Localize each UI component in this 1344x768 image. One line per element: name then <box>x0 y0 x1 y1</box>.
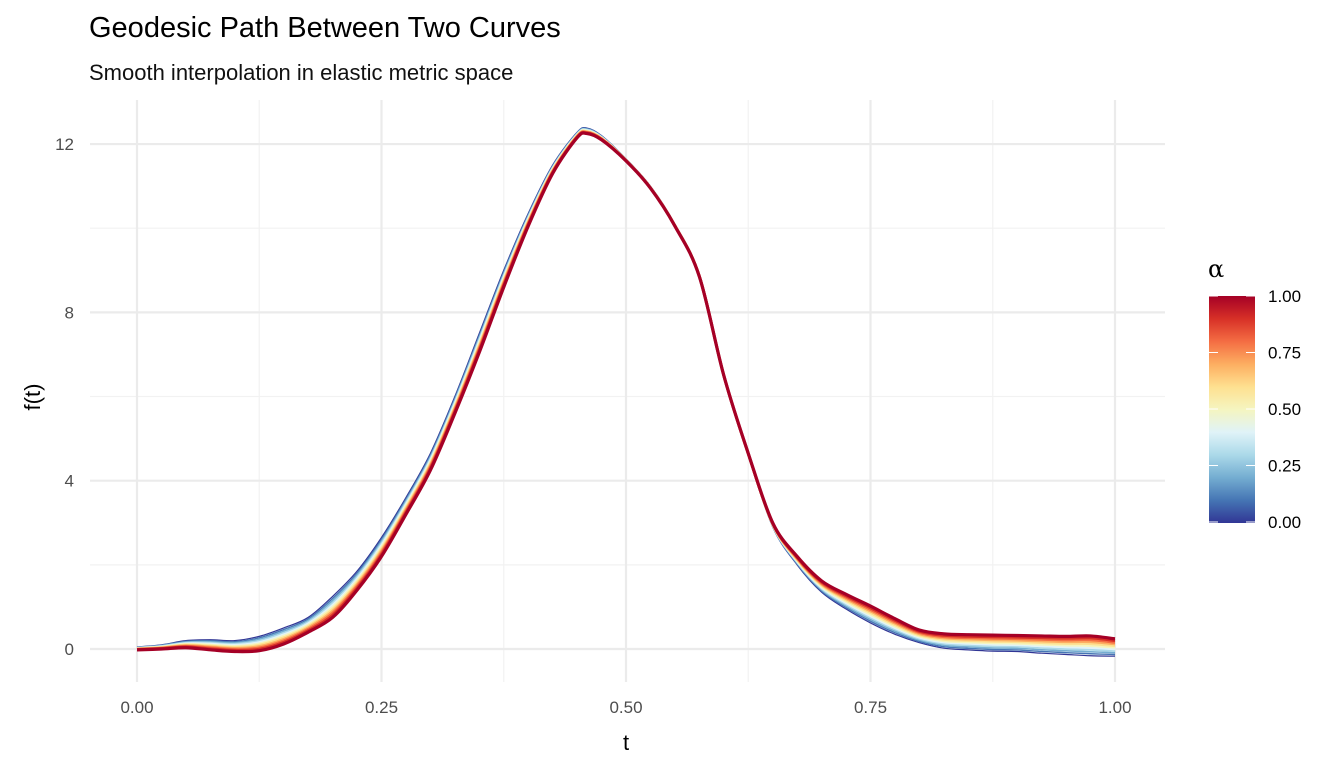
y-tick-label: 8 <box>65 303 74 322</box>
y-tick-label: 12 <box>55 135 74 154</box>
y-axis-ticks: 0 4 8 12 <box>55 135 74 659</box>
x-tick-label: 1.00 <box>1098 698 1131 717</box>
y-tick-label: 4 <box>65 472 74 491</box>
legend-label: 0.50 <box>1268 400 1301 419</box>
legend-label: 0.75 <box>1268 344 1301 363</box>
legend-label: 0.25 <box>1268 457 1301 476</box>
x-axis-ticks: 0.00 0.25 0.50 0.75 1.00 <box>120 698 1131 717</box>
y-axis-label: f(t) <box>20 384 45 411</box>
chart-title: Geodesic Path Between Two Curves <box>89 12 561 44</box>
x-tick-label: 0.25 <box>365 698 398 717</box>
legend-label: 0.00 <box>1268 513 1301 532</box>
series-lines <box>136 126 1116 657</box>
grid <box>90 100 1165 682</box>
y-tick-label: 0 <box>65 640 74 659</box>
chart-subtitle: Smooth interpolation in elastic metric s… <box>89 60 514 85</box>
series-line-alpha-1 <box>136 131 1116 654</box>
legend-label: 1.00 <box>1268 287 1301 306</box>
x-tick-label: 0.50 <box>609 698 642 717</box>
x-tick-label: 0.75 <box>854 698 887 717</box>
legend-title: α <box>1208 255 1224 283</box>
legend: α 0.00 0.25 0.50 0.75 1.00 <box>1208 255 1301 532</box>
x-tick-label: 0.00 <box>120 698 153 717</box>
x-axis-label: t <box>623 730 629 755</box>
